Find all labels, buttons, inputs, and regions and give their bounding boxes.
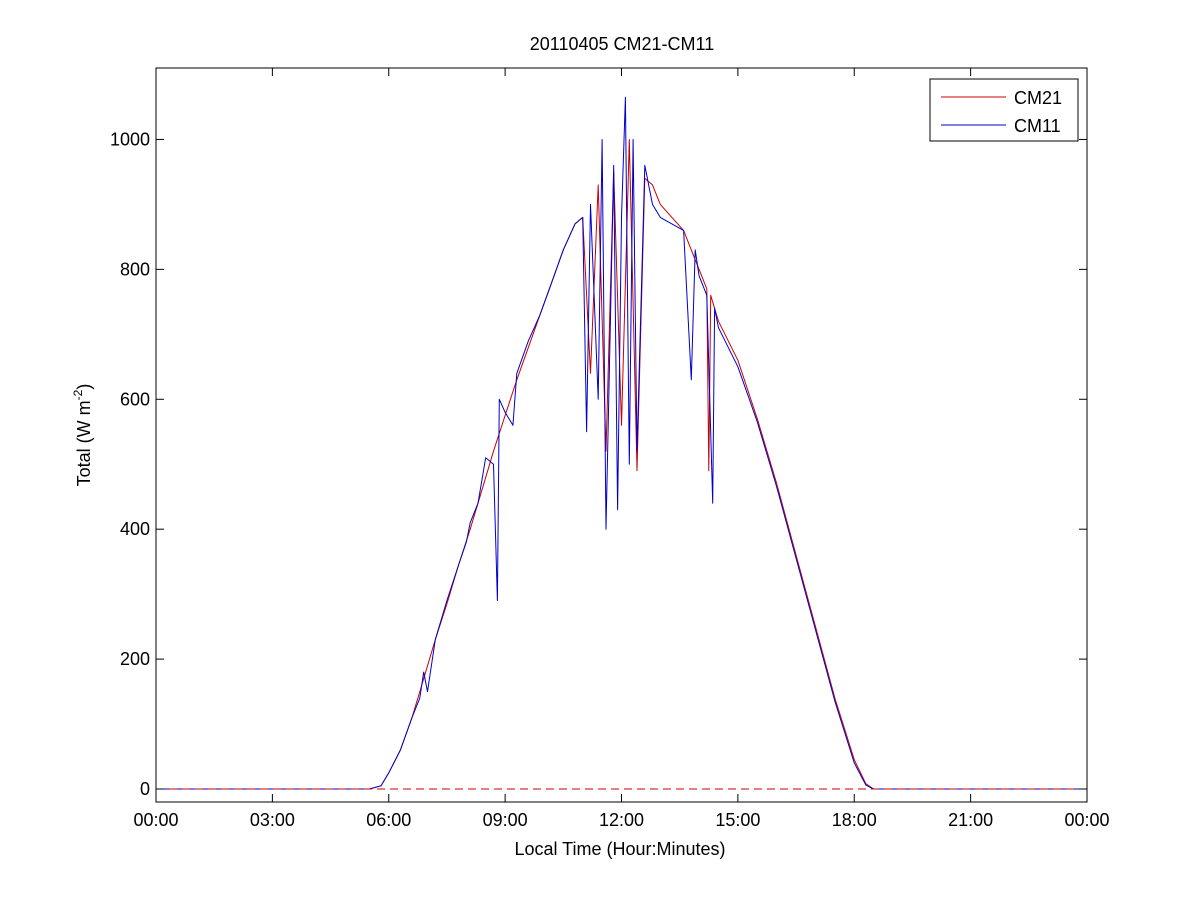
legend-box: [929, 78, 1079, 142]
y-tick-label: 0: [140, 779, 150, 799]
plot-area: [156, 96, 1087, 790]
y-tick-label: 200: [120, 649, 150, 669]
y-tick-label: 600: [120, 389, 150, 409]
y-axis-label-superscript: -2: [71, 389, 85, 400]
y-axis-label-close: ): [74, 384, 94, 390]
x-tick-label: 00:00: [1064, 810, 1109, 830]
x-tick-label: 09:00: [483, 810, 528, 830]
legend: CM21 CM11: [929, 78, 1079, 142]
x-tick-label: 12:00: [599, 810, 644, 830]
y-tick-label: 1000: [110, 129, 150, 149]
legend-label-cm11: CM11: [1014, 116, 1061, 136]
y-tick-label: 800: [120, 259, 150, 279]
x-tick-label: 21:00: [948, 810, 993, 830]
x-tick-label: 15:00: [715, 810, 760, 830]
x-axis-label: Local Time (Hour:Minutes): [514, 839, 725, 859]
x-tick-label: 18:00: [832, 810, 877, 830]
y-axis-label-main: Total (W m: [74, 400, 94, 486]
y-tick-label: 400: [120, 519, 150, 539]
x-tick-label: 00:00: [133, 810, 178, 830]
series-line-cm11: [156, 96, 1087, 790]
axis-ticks: 00:00 03:00 06:00 09:00 12:00 15:00 18:00 21:00…: [110, 68, 1110, 830]
chart-title: 20110405 CM21-CM11: [530, 34, 714, 54]
x-tick-label: 03:00: [250, 810, 295, 830]
x-tick-label: 06:00: [366, 810, 411, 830]
legend-label-cm21: CM21: [1014, 88, 1062, 108]
y-axis-label: Total (W m-2): [71, 384, 94, 487]
